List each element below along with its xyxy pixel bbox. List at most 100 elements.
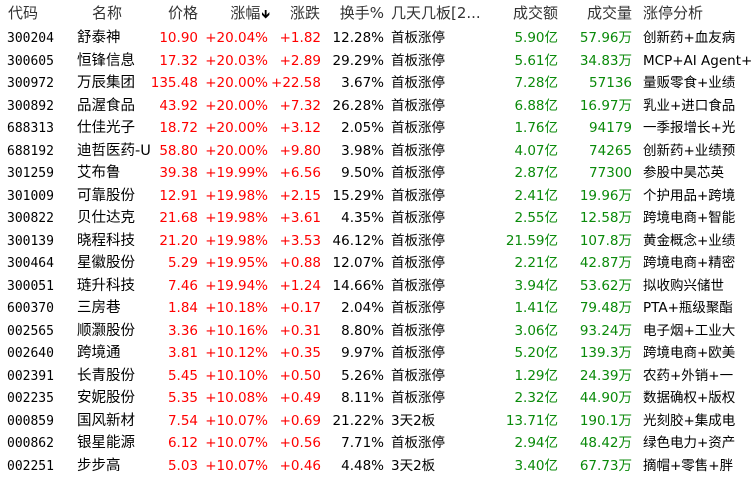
cell-code: 002235 xyxy=(7,391,54,406)
table-row[interactable]: 300605 恒锋信息 17.32 +20.03% +2.89 29.29% 首… xyxy=(0,49,751,73)
cell-name: 舒泰神 xyxy=(77,30,121,46)
table-row[interactable]: 300822 贝仕达克 21.68 +19.98% +3.61 4.35% 首板… xyxy=(0,207,751,230)
col-header-name[interactable]: 名称 xyxy=(92,0,152,27)
cell-change: +9.80 xyxy=(279,142,321,159)
cell-turnover: 2.05% xyxy=(341,120,384,136)
cell-boards: 首板涨停 xyxy=(391,97,445,114)
cell-change-pct: +20.04% xyxy=(205,30,268,46)
cell-amount: 4.07亿 xyxy=(514,142,558,159)
table-row[interactable]: 002565 顺灏股份 3.36 +10.16% +0.31 8.80% 首板涨… xyxy=(0,319,751,343)
cell-volume: 67.73万 xyxy=(579,457,632,474)
col-header-turnover-label: 换手% xyxy=(339,4,384,22)
cell-change-pct: +10.07% xyxy=(205,412,268,429)
cell-change-pct: +19.95% xyxy=(205,255,268,271)
table-row[interactable]: 000862 银星能源 6.12 +10.07% +0.56 7.71% 首板涨… xyxy=(0,432,751,455)
cell-name: 贝仕达克 xyxy=(77,210,135,226)
col-header-change[interactable]: 涨跌 xyxy=(272,0,320,27)
col-header-price[interactable]: 价格 xyxy=(150,0,198,27)
cell-price: 12.91 xyxy=(159,187,198,204)
cell-turnover: 8.80% xyxy=(341,322,384,339)
table-row[interactable]: 300139 晓程科技 21.20 +19.98% +3.53 46.12% 首… xyxy=(0,229,751,253)
table-row[interactable]: 300972 万辰集团 135.48 +20.00% +22.58 3.67% … xyxy=(0,72,751,95)
cell-name: 艾布鲁 xyxy=(77,165,121,181)
cell-analysis: 农药+外销+一 xyxy=(643,367,734,384)
col-header-turnover[interactable]: 换手% xyxy=(322,0,384,27)
cell-turnover: 3.98% xyxy=(341,142,384,159)
cell-boards: 首板涨停 xyxy=(391,367,445,384)
cell-price: 21.20 xyxy=(159,232,198,249)
cell-analysis: 摘帽+零售+胖 xyxy=(643,457,734,474)
table-row[interactable]: 688192 迪哲医药-U 58.80 +20.00% +9.80 3.98% … xyxy=(0,139,751,163)
cell-code: 002391 xyxy=(7,368,54,384)
table-row[interactable]: 300892 品渥食品 43.92 +20.00% +7.32 26.28% 首… xyxy=(0,94,751,118)
cell-name: 品渥食品 xyxy=(77,97,135,114)
cell-name: 顺灏股份 xyxy=(77,322,135,339)
col-header-volume[interactable]: 成交量 xyxy=(572,0,632,27)
cell-change-pct: +10.08% xyxy=(205,390,268,406)
cell-code: 300051 xyxy=(7,278,54,294)
cell-turnover: 15.29% xyxy=(332,187,384,204)
cell-price: 6.12 xyxy=(167,435,198,451)
table-row[interactable]: 002391 长青股份 5.45 +10.10% +0.50 5.26% 首板涨… xyxy=(0,364,751,388)
cell-change-pct: +10.18% xyxy=(205,300,268,316)
cell-change-pct: +19.98% xyxy=(205,187,268,204)
table-row[interactable]: 688313 仕佳光子 18.72 +20.00% +3.12 2.05% 首板… xyxy=(0,117,751,140)
table-row[interactable]: 002640 跨境通 3.81 +10.12% +0.35 9.97% 首板涨停… xyxy=(0,342,751,365)
table-row[interactable]: 300051 琏升科技 7.46 +19.94% +1.24 14.66% 首板… xyxy=(0,274,751,298)
cell-amount: 13.71亿 xyxy=(505,412,558,429)
cell-turnover: 2.04% xyxy=(341,300,384,316)
cell-volume: 74265 xyxy=(589,142,632,159)
cell-code: 000859 xyxy=(7,413,54,429)
table-row[interactable]: 300464 星徽股份 5.29 +19.95% +0.88 12.07% 首板… xyxy=(0,252,751,275)
table-row[interactable]: 002251 步步高 5.03 +10.07% +0.46 4.48% 3天2板… xyxy=(0,454,751,478)
cell-code: 300139 xyxy=(7,233,54,249)
cell-amount: 1.76亿 xyxy=(514,120,558,136)
cell-amount: 5.61亿 xyxy=(514,52,558,69)
cell-analysis: 数据确权+版权 xyxy=(643,390,736,406)
cell-amount: 1.41亿 xyxy=(514,300,558,316)
cell-volume: 34.83万 xyxy=(579,52,632,69)
cell-amount: 2.41亿 xyxy=(514,187,558,204)
cell-boards: 首板涨停 xyxy=(391,435,445,451)
cell-boards: 首板涨停 xyxy=(391,390,445,406)
table-row[interactable]: 300204 舒泰神 10.90 +20.04% +1.82 12.28% 首板… xyxy=(0,27,751,50)
table-row[interactable]: 600370 三房巷 1.84 +10.18% +0.17 2.04% 首板涨停… xyxy=(0,297,751,320)
cell-code: 301009 xyxy=(7,188,54,204)
cell-change-pct: +19.94% xyxy=(205,277,268,294)
cell-code: 002565 xyxy=(7,323,54,339)
cell-volume: 79.48万 xyxy=(579,300,632,316)
col-header-boards-label: 几天几板[2... xyxy=(391,4,481,22)
cell-name: 恒锋信息 xyxy=(77,52,135,69)
cell-price: 10.90 xyxy=(159,30,198,46)
col-header-boards[interactable]: 几天几板[2... xyxy=(391,0,501,27)
cell-turnover: 46.12% xyxy=(332,232,384,249)
table-row[interactable]: 301009 可靠股份 12.91 +19.98% +2.15 15.29% 首… xyxy=(0,184,751,208)
cell-name: 可靠股份 xyxy=(77,187,135,204)
cell-amount: 7.28亿 xyxy=(514,75,558,91)
cell-amount: 2.87亿 xyxy=(514,165,558,181)
col-header-analysis-label: 涨停分析 xyxy=(643,4,704,22)
cell-boards: 首板涨停 xyxy=(391,232,445,249)
cell-amount: 5.90亿 xyxy=(514,30,558,46)
col-header-analysis[interactable]: 涨停分析 xyxy=(643,0,751,27)
table-row[interactable]: 000859 国风新材 7.54 +10.07% +0.69 21.22% 3天… xyxy=(0,409,751,433)
table-row[interactable]: 301259 艾布鲁 39.38 +19.99% +6.56 9.50% 首板涨… xyxy=(0,162,751,185)
table-row[interactable]: 002235 安妮股份 5.35 +10.08% +0.49 8.11% 首板涨… xyxy=(0,387,751,410)
cell-volume: 190.1万 xyxy=(579,412,632,429)
cell-change: +0.17 xyxy=(279,300,321,316)
cell-boards: 首板涨停 xyxy=(391,187,445,204)
cell-code: 300204 xyxy=(7,31,54,46)
cell-price: 135.48 xyxy=(150,75,198,91)
cell-change: +3.12 xyxy=(279,120,321,136)
cell-code: 301259 xyxy=(7,166,54,181)
cell-change: +0.88 xyxy=(279,255,321,271)
cell-boards: 首板涨停 xyxy=(391,75,445,91)
col-header-amount[interactable]: 成交额 xyxy=(500,0,558,27)
cell-change: +0.31 xyxy=(279,322,321,339)
col-header-code[interactable]: 代码 xyxy=(8,0,68,27)
cell-change-pct: +20.00% xyxy=(205,75,268,91)
col-header-change-pct[interactable]: 涨幅🡻 xyxy=(205,0,270,27)
cell-turnover: 9.50% xyxy=(341,165,384,181)
cell-turnover: 12.07% xyxy=(332,255,384,271)
